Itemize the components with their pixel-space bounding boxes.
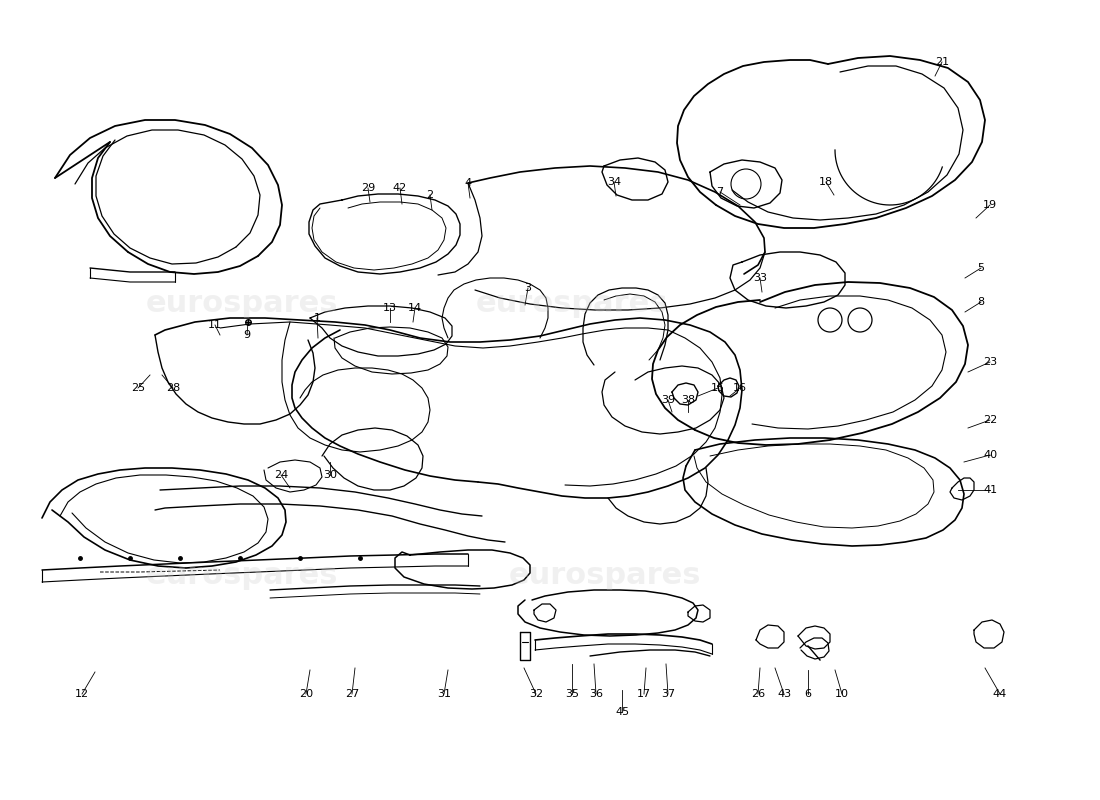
Text: 40: 40 bbox=[983, 450, 997, 460]
Text: 25: 25 bbox=[131, 383, 145, 393]
Text: 34: 34 bbox=[607, 177, 621, 187]
Text: 3: 3 bbox=[525, 283, 531, 293]
Text: 20: 20 bbox=[299, 689, 314, 699]
Text: 10: 10 bbox=[835, 689, 849, 699]
Text: 11: 11 bbox=[208, 320, 222, 330]
Text: 15: 15 bbox=[711, 383, 725, 393]
Text: 36: 36 bbox=[588, 689, 603, 699]
Text: 33: 33 bbox=[754, 273, 767, 283]
Text: 13: 13 bbox=[383, 303, 397, 313]
Text: 28: 28 bbox=[166, 383, 180, 393]
Text: 30: 30 bbox=[323, 470, 337, 480]
Text: 29: 29 bbox=[361, 183, 375, 193]
Text: 42: 42 bbox=[393, 183, 407, 193]
Text: 45: 45 bbox=[615, 707, 629, 717]
Text: 35: 35 bbox=[565, 689, 579, 699]
Text: 7: 7 bbox=[716, 187, 724, 197]
Text: 21: 21 bbox=[935, 57, 949, 67]
Text: 38: 38 bbox=[681, 395, 695, 405]
Text: 22: 22 bbox=[983, 415, 997, 425]
Text: 19: 19 bbox=[983, 200, 997, 210]
Text: eurospares: eurospares bbox=[145, 562, 339, 590]
Text: 2: 2 bbox=[427, 190, 433, 200]
Text: 27: 27 bbox=[345, 689, 359, 699]
Text: 37: 37 bbox=[661, 689, 675, 699]
Text: 31: 31 bbox=[437, 689, 451, 699]
Text: eurospares: eurospares bbox=[475, 290, 669, 318]
Text: eurospares: eurospares bbox=[508, 562, 702, 590]
Text: 9: 9 bbox=[243, 330, 251, 340]
Text: 32: 32 bbox=[529, 689, 543, 699]
Text: 43: 43 bbox=[777, 689, 791, 699]
Text: 16: 16 bbox=[733, 383, 747, 393]
Text: 4: 4 bbox=[464, 178, 472, 188]
Text: 39: 39 bbox=[661, 395, 675, 405]
Text: 12: 12 bbox=[75, 689, 89, 699]
Text: 5: 5 bbox=[978, 263, 984, 273]
Text: 26: 26 bbox=[751, 689, 766, 699]
Text: 17: 17 bbox=[637, 689, 651, 699]
Text: 1: 1 bbox=[314, 313, 320, 323]
Text: 6: 6 bbox=[804, 689, 812, 699]
Text: 24: 24 bbox=[274, 470, 288, 480]
Text: 14: 14 bbox=[408, 303, 422, 313]
Text: 8: 8 bbox=[978, 297, 984, 307]
Text: eurospares: eurospares bbox=[145, 290, 339, 318]
Text: 18: 18 bbox=[818, 177, 833, 187]
Text: 23: 23 bbox=[983, 357, 997, 367]
Text: 41: 41 bbox=[983, 485, 997, 495]
Text: 44: 44 bbox=[993, 689, 1008, 699]
